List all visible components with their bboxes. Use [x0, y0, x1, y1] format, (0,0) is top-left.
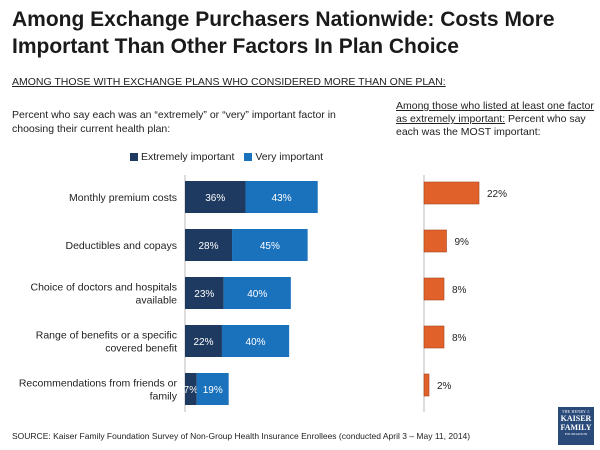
- page-title: Among Exchange Purchasers Nationwide: Co…: [12, 8, 555, 58]
- bar-very-0: [245, 181, 318, 213]
- category-label-3: Range of benefits or a specific covered b…: [36, 330, 177, 355]
- bar-label-extremely-4: 7%: [184, 385, 199, 396]
- right-chart-description: Among those who listed at least one fact…: [396, 100, 596, 139]
- legend-swatch-very: [244, 153, 253, 161]
- bar-very-1: [232, 229, 308, 261]
- logo-line2a: KAISER: [560, 414, 592, 423]
- most-important-bar-4: [423, 373, 430, 397]
- most-important-bar-3: [423, 325, 445, 349]
- bar-extremely-0: [185, 181, 246, 213]
- left-chart-description: Percent who say each was an “extremely” …: [12, 109, 336, 135]
- most-important-bar-0: [423, 181, 480, 205]
- bar-extremely-3: [185, 325, 222, 357]
- subhead: AMONG THOSE WITH EXCHANGE PLANS WHO CONS…: [12, 76, 446, 88]
- bar-extremely-2: [185, 277, 224, 309]
- category-label-line: Monthly premium costs: [69, 192, 177, 204]
- bar-label-very-0: 43%: [272, 193, 292, 204]
- bar-label-extremely-2: 23%: [194, 289, 214, 300]
- bar-label-very-3: 40%: [246, 337, 266, 348]
- legend-item-very: Very important: [244, 151, 323, 163]
- category-label-4: Recommendations from friends or family: [19, 378, 178, 403]
- bar-label-extremely-0: 36%: [205, 193, 225, 204]
- logo-line3: FOUNDATION: [564, 432, 588, 436]
- category-label-line: family: [150, 391, 178, 403]
- category-label-line: available: [136, 295, 178, 307]
- category-label-line: Recommendations from friends or: [19, 378, 178, 390]
- most-important-label-2: 8%: [452, 285, 467, 296]
- category-label-line: Deductibles and copays: [66, 240, 178, 252]
- category-label-0: Monthly premium costs: [69, 192, 177, 204]
- category-label-line: covered benefit: [105, 343, 177, 355]
- most-important-label-3: 8%: [452, 333, 467, 344]
- right-desc-underlined: Among those who listed at least one fact…: [396, 100, 594, 125]
- legend-item-extremely: Extremely important: [130, 151, 234, 163]
- bar-label-very-2: 40%: [247, 289, 267, 300]
- bar-label-extremely-1: 28%: [199, 241, 219, 252]
- legend-label-extremely: Extremely important: [141, 151, 235, 163]
- bar-label-extremely-3: 22%: [193, 337, 213, 348]
- category-label-line: Range of benefits or a specific: [36, 330, 177, 342]
- bar-label-very-1: 45%: [260, 241, 280, 252]
- most-important-label-1: 9%: [455, 237, 470, 248]
- category-label-2: Choice of doctors and hospitals available: [30, 282, 177, 307]
- legend-swatch-extremely: [130, 153, 138, 161]
- bar-very-3: [221, 325, 290, 357]
- bar-extremely-4: [185, 373, 197, 405]
- legend: Extremely important Very important: [130, 151, 329, 163]
- source-footnote: SOURCE: Kaiser Family Foundation Survey …: [12, 431, 471, 441]
- legend-label-very: Very important: [255, 151, 324, 163]
- most-important-bar-2: [423, 277, 445, 301]
- bar-extremely-1: [185, 229, 233, 261]
- logo-line1: THE HENRY J.: [561, 409, 591, 414]
- kff-logo: THE HENRY J. KAISER FAMILY FOUNDATION: [558, 407, 594, 445]
- category-label-1: Deductibles and copays: [66, 240, 178, 252]
- logo-line2b: FAMILY: [560, 423, 592, 432]
- most-important-bar-1: [423, 229, 447, 253]
- right-desc-rest: Percent who say each was the MOST import…: [396, 113, 586, 138]
- bar-very-4: [196, 373, 229, 405]
- bar-very-2: [223, 277, 291, 309]
- bar-label-very-4: 19%: [203, 385, 223, 396]
- most-important-label-0: 22%: [487, 189, 507, 200]
- category-label-line: Choice of doctors and hospitals: [30, 282, 177, 294]
- most-important-label-4: 2%: [437, 381, 452, 392]
